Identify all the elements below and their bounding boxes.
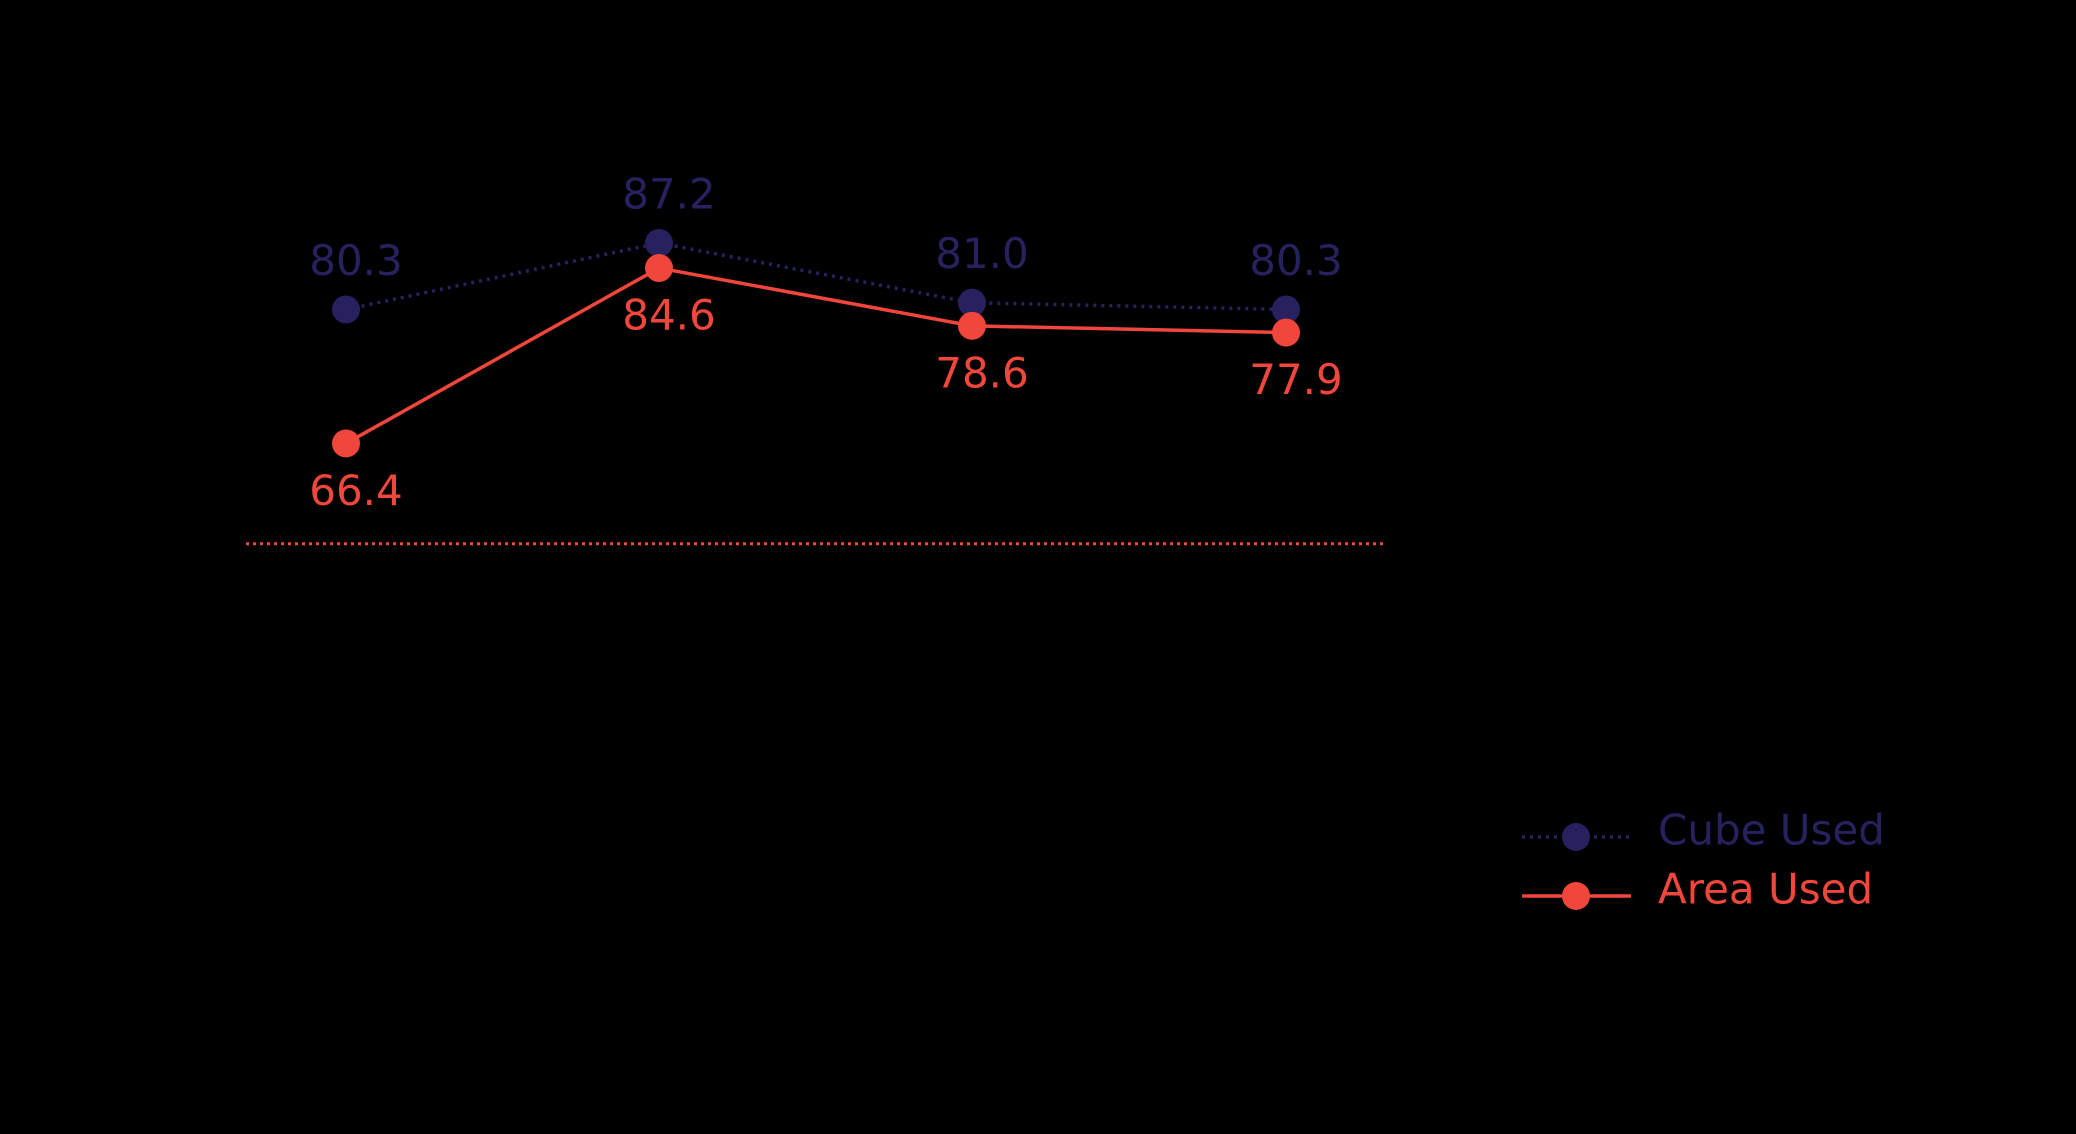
data-label: 80.3 xyxy=(309,236,403,285)
data-label: 78.6 xyxy=(935,348,1029,397)
legend-label: Area Used xyxy=(1658,865,1873,914)
point xyxy=(645,254,673,283)
point xyxy=(332,295,360,324)
point xyxy=(1272,295,1300,324)
point xyxy=(645,228,673,257)
data-label: 80.3 xyxy=(1249,236,1343,285)
point xyxy=(958,288,986,317)
point xyxy=(332,429,360,458)
legend-marker xyxy=(1562,882,1590,910)
data-label: 77.9 xyxy=(1249,355,1343,404)
legend-label: Cube Used xyxy=(1658,806,1885,855)
data-label: 84.6 xyxy=(622,291,716,340)
data-label: 66.4 xyxy=(309,466,403,515)
point xyxy=(958,311,986,340)
data-label: 87.2 xyxy=(622,169,716,218)
data-label: 81.0 xyxy=(935,229,1029,278)
point xyxy=(1272,318,1300,347)
series-line xyxy=(345,266,1287,445)
legend-marker xyxy=(1562,823,1590,851)
